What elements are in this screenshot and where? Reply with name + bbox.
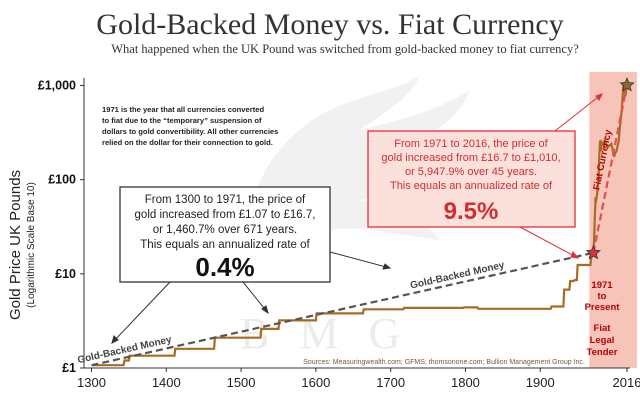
band-text-1971: 1971 [591,280,613,291]
band-text-to: to [598,291,607,302]
x-tick-label: 1900 [526,375,555,390]
fiat-arrow-up-head [595,93,603,101]
fiat-box-line-2: gold increased from £16.7 to £1,010, [381,152,560,164]
note-1971-line-2: to fiat due to the “temporary” suspensio… [102,116,262,125]
watermark-text: BMG [240,309,430,358]
x-tick-label: 1700 [376,375,405,390]
gold-arrow-mid [329,251,391,269]
note-1971-line-4: relied on the dollar for their connectio… [102,138,273,147]
fiat-callout: From 1971 to 2016, the price of gold inc… [367,130,576,228]
y-tick-label: £1,000 [38,78,76,92]
y-axis-sublabel: (Logarithmic Scale Base 10) [26,182,37,308]
band-text-tender: Tender [587,347,618,358]
x-tick-label: 1500 [227,375,256,390]
gold-backed-callout: From 1300 to 1971, the price of gold inc… [119,186,331,283]
fiat-band-text: 1971 to Present Fiat Legal Tender [585,280,621,358]
chart-title: Gold-Backed Money vs. Fiat Currency [96,8,563,41]
gold-arrow-mid-head [382,263,392,270]
fiat-arrow-down-head [570,251,580,259]
note-1971-line-1: 1971 is the year that all currencies con… [102,105,264,114]
band-text-fiat: Fiat [594,323,612,334]
fiat-arrow-up [554,93,603,132]
marker-layer [585,77,635,260]
y-tick-label: £1 [62,361,76,375]
fiat-box-line-4: This equals an annualized rate of [390,180,553,192]
y-tick-label: £100 [48,173,76,187]
star-marker-1971 [585,244,602,260]
gold-arrow-left [111,281,171,344]
x-tick-label: 1400 [152,375,181,390]
gold-box-line-1: From 1300 to 1971, the price of [145,194,306,206]
fiat-currency-line [592,84,629,254]
y-axis-ticks: £1 £10 £100 £1,000 [38,78,84,375]
x-tick-label: 1600 [301,375,330,390]
gold-arrow-right-head [261,305,269,315]
star-marker-2016 [619,77,635,92]
x-tick-label: 1800 [451,375,480,390]
chart-subtitle: What happened when the UK Pound was swit… [111,42,579,56]
fiat-box-rate: 9.5% [444,198,499,225]
fiat-arrow-down [519,226,579,259]
note-1971: 1971 is the year that all currencies con… [102,105,278,147]
sources-note: Sources: Measuringwealth.com; GFMS; thom… [303,359,585,366]
callout-arrows [111,93,603,344]
fiat-band [589,72,638,368]
y-tick-label: £10 [55,267,76,281]
x-tick-label: 2016 [613,375,640,390]
gold-price-line [91,82,629,367]
gold-backed-callout-box [119,186,331,283]
x-axis-ticks: 1300 1400 1500 1600 1700 1800 1900 2016 [77,368,640,390]
y-axis-label: Gold Price UK Pounds [7,170,24,320]
band-text-legal: Legal [590,335,615,346]
gold-box-line-2: gold increased from £1.07 to £16.7, [135,209,316,221]
fiat-box-line-1: From 1971 to 2016, the price of [394,138,548,150]
gold-arrow-left-head [111,335,119,344]
x-tick-label: 1300 [77,375,106,390]
gold-box-line-4: This equals an annualized rate of [140,239,310,251]
gold-box-rate: 0.4% [195,252,254,282]
fiat-box-line-3: or 5,947.9% over 45 years. [405,166,537,178]
gold-backed-money-line [91,251,594,367]
band-text-present: Present [585,302,621,313]
note-1971-line-3: dollars to gold convertibility. All othe… [102,127,278,136]
series-layer [91,82,629,367]
fiat-callout-box [367,130,576,228]
gold-box-line-3: or 1,460.7% over 671 years. [153,224,297,236]
